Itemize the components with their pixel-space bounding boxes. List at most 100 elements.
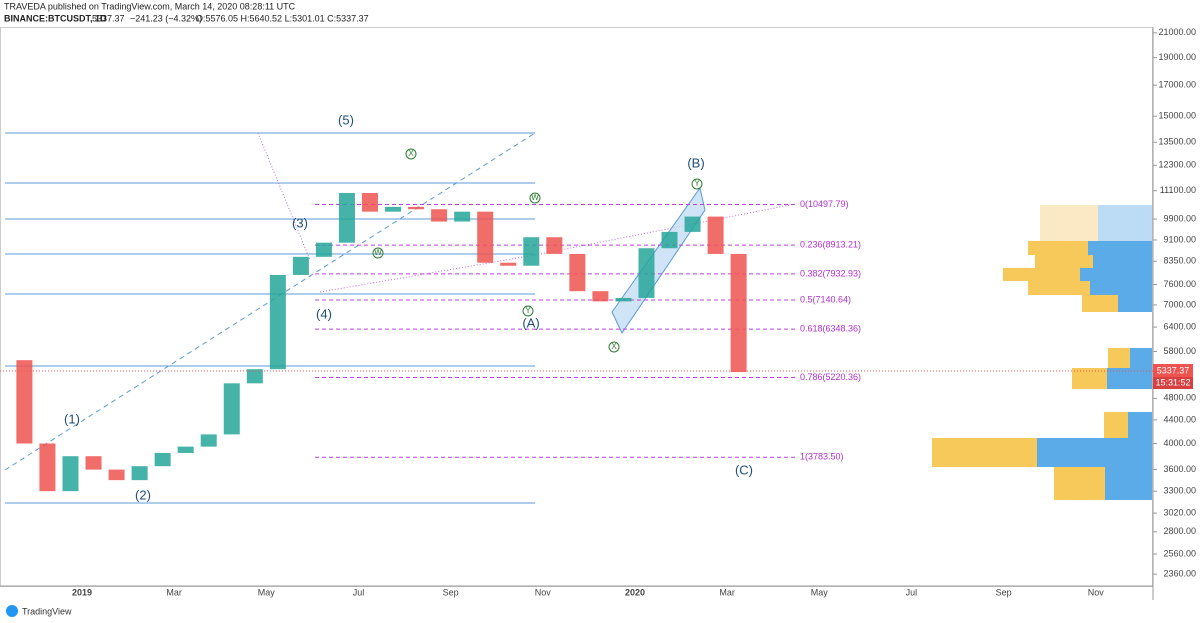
candle: [661, 231, 678, 249]
y-tick-label: 8350.00: [1163, 256, 1196, 266]
vp-bar: [1082, 295, 1118, 312]
y-tick-label: 4000.00: [1163, 438, 1196, 448]
x-tick-label: Mar: [719, 587, 735, 597]
y-tick-label: 2800.00: [1163, 526, 1196, 536]
candle: [16, 360, 33, 444]
trend-line: [319, 254, 536, 293]
y-tick-label: 7000.00: [1163, 299, 1196, 309]
wave-label: Y: [694, 179, 700, 188]
logo: [6, 605, 18, 617]
vp-bar: [1108, 348, 1130, 368]
candle: [638, 248, 655, 298]
x-tick-label: 2019: [72, 587, 92, 597]
wave-label: (C): [735, 462, 753, 477]
x-tick-label: Jul: [906, 587, 918, 597]
candle: [500, 262, 517, 266]
vp-bar: [1040, 205, 1098, 241]
vp-bar: [1037, 438, 1152, 467]
y-tick-label: 17000.00: [1158, 80, 1196, 90]
y-tick-label: 13500.00: [1158, 137, 1196, 147]
x-tick-label: 2020: [625, 587, 645, 597]
vp-bar: [1035, 255, 1093, 268]
x-tick-label: Mar: [166, 587, 182, 597]
price-tag-label: 5337.37: [1157, 365, 1190, 375]
wave-circle: [405, 148, 417, 160]
candle: [338, 192, 355, 243]
wave-circle: [522, 305, 534, 317]
candle: [223, 383, 240, 435]
wave-label: Y: [525, 306, 531, 315]
y-tick-label: 4400.00: [1163, 414, 1196, 424]
wave-label: W: [374, 248, 382, 257]
candle: [477, 211, 494, 263]
fib-label: 0.786(5220.36): [800, 372, 861, 382]
candle: [707, 216, 724, 254]
candle: [730, 253, 747, 373]
candle: [62, 456, 79, 492]
vp-bar: [1028, 281, 1090, 295]
wave-label: X: [408, 149, 414, 158]
vp-bar: [1090, 281, 1152, 295]
vp-bar: [1107, 368, 1152, 389]
x-tick-label: Sep: [443, 587, 459, 597]
publish-line: TRAVEDA published on TradingView.com, Ma…: [4, 1, 296, 11]
wave-label: X: [611, 342, 617, 351]
x-tick-label: May: [258, 587, 276, 597]
vp-bar: [1098, 205, 1152, 241]
price-tag: [1153, 364, 1193, 377]
wave-label: (1): [64, 411, 80, 426]
fib-label: 0.236(8913.21): [800, 239, 861, 249]
vp-bar: [932, 438, 1037, 467]
y-tick-label: 7600.00: [1163, 279, 1196, 289]
time-tag: [1153, 377, 1193, 389]
candle: [39, 443, 56, 492]
x-tick-label: Jul: [353, 587, 365, 597]
candle: [684, 216, 701, 232]
y-tick-label: 2360.00: [1163, 569, 1196, 579]
wave-label: (B): [687, 155, 704, 170]
y-tick-label: 19000.00: [1158, 52, 1196, 62]
candle: [362, 192, 378, 212]
vp-bar: [1080, 268, 1152, 281]
wave-label: (4): [316, 306, 332, 321]
candle: [592, 291, 609, 302]
fib-label: 0.618(6348.36): [800, 323, 861, 333]
channel: [611, 186, 706, 335]
y-tick-label: 15000.00: [1158, 111, 1196, 121]
candle: [292, 256, 309, 275]
vp-bar: [1105, 467, 1152, 500]
candle: [431, 209, 448, 222]
trend-line: [534, 204, 791, 256]
vp-bar: [1104, 412, 1128, 438]
wave-circle: [372, 247, 384, 259]
time-tag-label: 15:31:52: [1155, 377, 1190, 387]
candle: [177, 446, 194, 453]
y-tick-label: 12300.00: [1158, 160, 1196, 170]
y-tick-label: 3020.00: [1163, 507, 1196, 517]
candle: [269, 274, 286, 370]
candle: [85, 456, 102, 470]
y-tick-label: 3600.00: [1163, 464, 1196, 474]
y-tick-label: 5800.00: [1163, 346, 1196, 356]
candle: [246, 369, 263, 384]
volume-profile: [932, 205, 1152, 500]
y-tick-label: 11100.00: [1160, 185, 1196, 195]
vp-bar: [1072, 368, 1107, 389]
wave-circle: [691, 178, 703, 190]
candle: [615, 297, 632, 302]
fib-label: 1(3783.50): [800, 452, 844, 462]
trend-line: [257, 132, 311, 261]
wave-label: (2): [135, 487, 151, 502]
candle: [200, 434, 217, 447]
vp-bar: [1128, 412, 1152, 438]
fib-label: 0.382(7932.93): [800, 268, 861, 278]
wave-label: (5): [338, 112, 354, 127]
candle: [385, 206, 402, 212]
vp-bar: [1054, 467, 1105, 500]
candle: [315, 242, 332, 257]
fib-label: 0(10497.79): [800, 199, 849, 209]
symbol: BINANCE:BTCUSDT, 1D: [4, 13, 107, 23]
support-lines: [5, 132, 535, 504]
candle: [523, 237, 540, 266]
vp-bar: [1088, 241, 1152, 255]
